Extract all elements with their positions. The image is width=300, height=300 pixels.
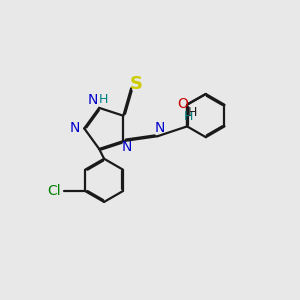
Text: N: N: [69, 122, 80, 135]
Text: S: S: [130, 75, 142, 93]
Text: N: N: [122, 140, 132, 154]
Text: H: H: [98, 92, 108, 106]
Text: N: N: [88, 93, 98, 107]
Text: O: O: [177, 97, 188, 111]
Text: H: H: [188, 106, 197, 119]
Text: N: N: [154, 121, 165, 135]
Text: Cl: Cl: [47, 184, 61, 198]
Text: H: H: [183, 110, 193, 123]
